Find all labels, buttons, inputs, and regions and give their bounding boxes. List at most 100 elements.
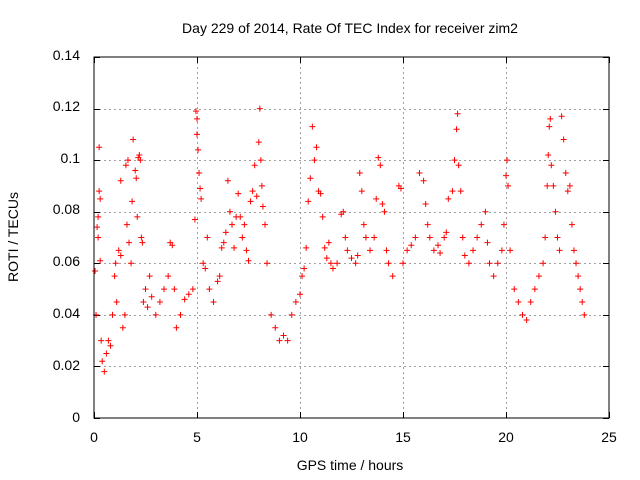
data-point bbox=[181, 296, 188, 303]
data-point bbox=[424, 221, 431, 228]
data-point bbox=[119, 324, 126, 331]
data-point bbox=[560, 136, 567, 143]
x-tick-label: 20 bbox=[498, 429, 514, 445]
axis-ticks bbox=[94, 57, 610, 419]
x-tick-labels: 0 5 10 15 20 25 bbox=[90, 429, 617, 445]
data-point bbox=[568, 221, 575, 228]
x-tick-label: 15 bbox=[395, 429, 411, 445]
data-point bbox=[404, 247, 411, 254]
data-point bbox=[284, 337, 291, 344]
data-points bbox=[92, 105, 588, 375]
data-point bbox=[323, 255, 330, 262]
data-point bbox=[319, 213, 326, 220]
data-point bbox=[352, 260, 359, 267]
data-point bbox=[441, 234, 448, 241]
data-point bbox=[342, 234, 349, 241]
data-point bbox=[243, 247, 250, 254]
data-point bbox=[465, 260, 472, 267]
data-point bbox=[498, 247, 505, 254]
data-point bbox=[570, 247, 577, 254]
y-axis-label: ROTI / TECUs bbox=[5, 192, 21, 282]
data-point bbox=[459, 234, 466, 241]
data-point bbox=[573, 260, 580, 267]
x-tick-label: 25 bbox=[601, 429, 617, 445]
data-point bbox=[408, 242, 415, 249]
data-point bbox=[109, 311, 116, 318]
data-point bbox=[198, 195, 205, 202]
data-point bbox=[546, 123, 553, 130]
data-point bbox=[397, 185, 404, 192]
data-point bbox=[503, 172, 509, 179]
data-point bbox=[490, 273, 497, 280]
data-point bbox=[301, 265, 308, 272]
data-point bbox=[303, 244, 310, 251]
data-point bbox=[142, 286, 149, 293]
data-point bbox=[94, 224, 101, 231]
data-point bbox=[482, 208, 489, 215]
data-point bbox=[224, 177, 231, 184]
data-point bbox=[268, 311, 275, 318]
data-point bbox=[245, 257, 252, 264]
data-point bbox=[95, 234, 102, 241]
data-point bbox=[478, 221, 485, 228]
data-point bbox=[292, 298, 299, 305]
data-point bbox=[484, 239, 491, 246]
data-point bbox=[105, 337, 112, 344]
data-point bbox=[177, 311, 184, 318]
data-point bbox=[558, 113, 565, 120]
data-point bbox=[416, 170, 423, 177]
data-point bbox=[340, 208, 347, 215]
data-point bbox=[554, 234, 561, 241]
data-point bbox=[556, 247, 563, 254]
y-tick-label: 0.04 bbox=[53, 305, 80, 321]
data-point bbox=[194, 131, 200, 138]
data-point bbox=[103, 350, 110, 357]
data-point bbox=[457, 188, 464, 195]
x-axis-label: GPS time / hours bbox=[297, 457, 404, 473]
data-point bbox=[191, 216, 198, 223]
data-point bbox=[123, 221, 130, 228]
data-point bbox=[575, 273, 582, 280]
data-point bbox=[288, 311, 295, 318]
data-point bbox=[377, 162, 384, 169]
data-point bbox=[348, 255, 355, 262]
data-point bbox=[362, 234, 369, 241]
data-point bbox=[540, 260, 547, 267]
data-point bbox=[218, 244, 225, 251]
data-point bbox=[385, 260, 392, 267]
data-point bbox=[547, 115, 554, 122]
data-point bbox=[95, 213, 102, 220]
data-point bbox=[216, 273, 223, 280]
data-point bbox=[422, 200, 429, 207]
data-point bbox=[542, 234, 549, 241]
data-point bbox=[299, 273, 306, 280]
data-point bbox=[99, 358, 106, 365]
data-point bbox=[445, 195, 452, 202]
y-tick-labels: 0 0.02 0.04 0.06 0.08 0.1 0.12 0.14 bbox=[53, 47, 80, 425]
data-point bbox=[507, 247, 514, 254]
data-point bbox=[195, 146, 202, 153]
data-point bbox=[148, 293, 155, 300]
data-point bbox=[220, 239, 227, 246]
data-point bbox=[276, 337, 283, 344]
data-point bbox=[129, 198, 136, 205]
data-point bbox=[171, 286, 178, 293]
data-point bbox=[579, 298, 586, 305]
data-point bbox=[134, 213, 141, 220]
data-point bbox=[133, 175, 140, 182]
data-point bbox=[239, 234, 246, 241]
data-point bbox=[577, 286, 584, 293]
data-point bbox=[235, 190, 242, 197]
data-point bbox=[437, 249, 444, 256]
data-point bbox=[257, 157, 264, 164]
data-point bbox=[383, 247, 390, 254]
data-point bbox=[494, 260, 501, 267]
data-point bbox=[373, 195, 380, 202]
data-point bbox=[544, 182, 551, 189]
data-point bbox=[474, 234, 481, 241]
data-point bbox=[96, 144, 103, 151]
data-point bbox=[169, 242, 176, 249]
data-point bbox=[311, 157, 318, 164]
data-point bbox=[272, 324, 279, 331]
